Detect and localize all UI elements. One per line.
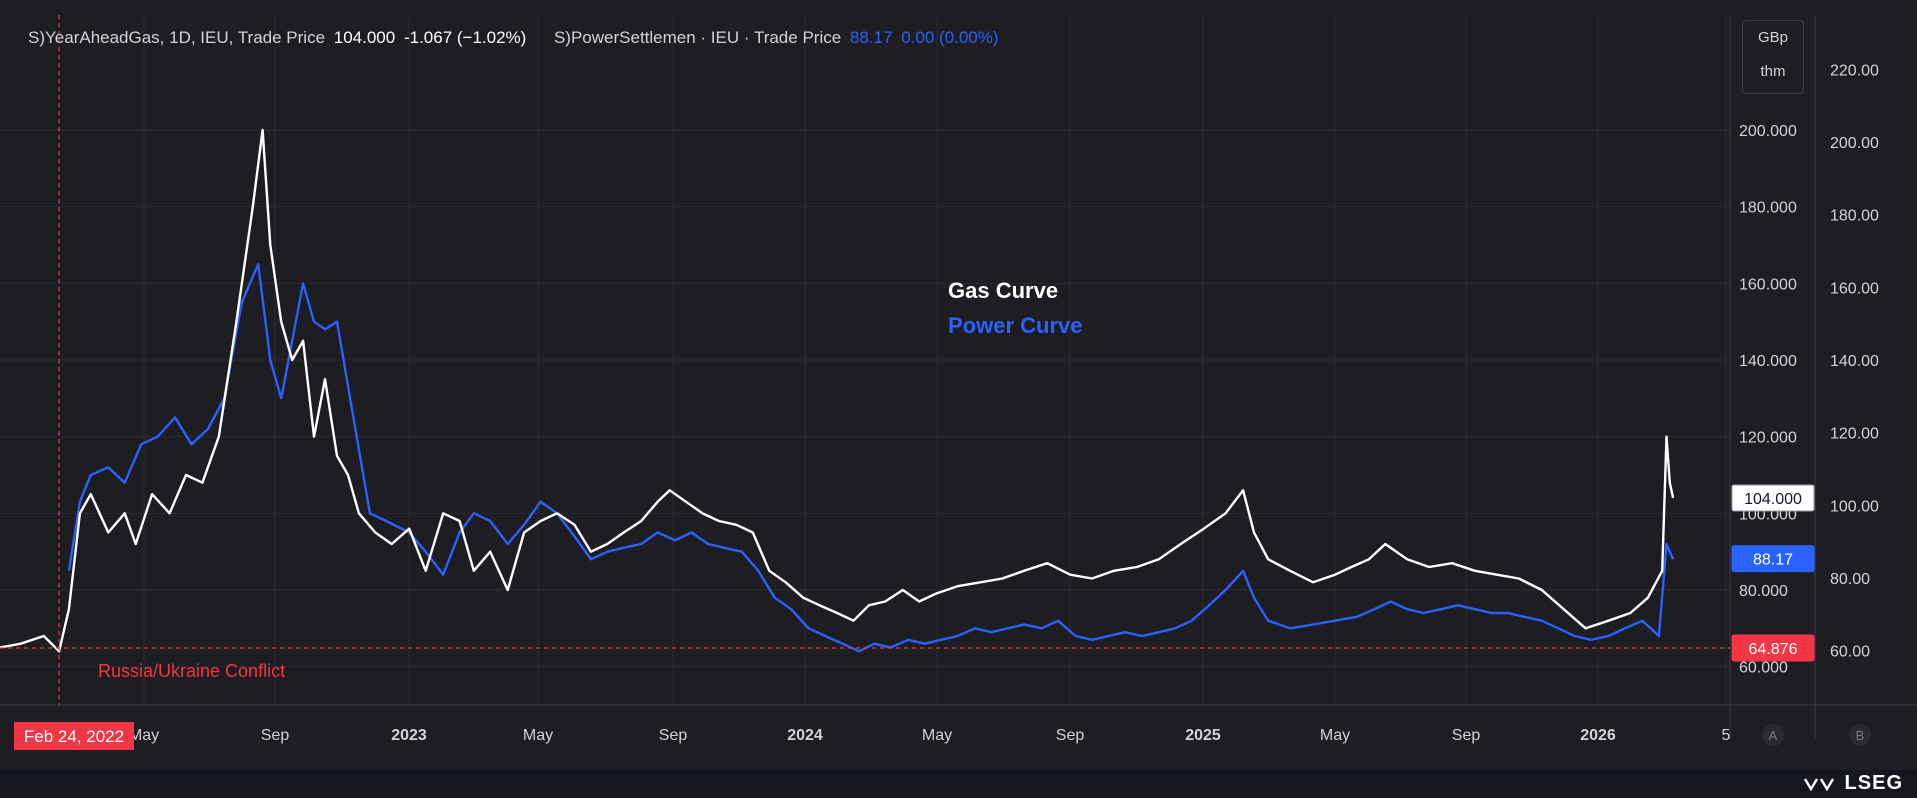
x-axis-tick-label: Sep [261,727,290,744]
x-axis-tick-label: Sep [1452,727,1481,744]
chart-legend: S)YearAheadGas, 1D, IEU, Trade Price 104… [28,28,1003,48]
power-last-value: 88.17 [849,28,893,47]
gas-series-line [0,128,1675,653]
chart-canvas[interactable]: 200.000 180.000 160.000 140.000 120.000 100.0… [0,0,1917,770]
right-axis-tick-label: 180.00 [1830,208,1879,225]
power-change: 0.00 (0.00%) [901,28,999,47]
right-axis-tick-label: 80.00 [1830,571,1870,588]
gas-last-value: 104.000 [333,28,396,47]
reference-price-label: 64.876 [1749,641,1798,658]
gas-price-label-bg [1731,484,1815,512]
left-axis-tick-label: 120.000 [1739,430,1797,447]
unit-measure: thm [1760,63,1786,80]
right-axis-tick-label: 120.00 [1830,426,1879,443]
axis-button-bg[interactable] [1762,724,1784,746]
right-axis-tick-label: 200.00 [1830,135,1879,152]
unit-selector[interactable]: GBp thm [1742,20,1804,94]
gas-series-name: S)YearAheadGas, 1D, IEU, Trade Price [28,28,326,47]
x-axis-tick-label: 2024 [787,727,823,744]
x-axis-tick-label: May [1320,727,1350,744]
right-axis-tick-label: 100.00 [1830,498,1879,515]
x-axis-tick-label: 2026 [1580,727,1616,744]
gas-price-label: 104.000 [1744,491,1802,508]
x-axis-tick-label: 2025 [1185,727,1221,744]
axis-button-bg[interactable] [1849,724,1871,746]
right-axis-tick-label: 220.00 [1830,62,1879,79]
left-axis-tick-label: 140.000 [1739,353,1797,370]
lseg-brand: LSEG [1844,772,1903,794]
left-axis-tick-label: 80.000 [1739,583,1788,600]
x-axis-tick-label: 2023 [391,727,427,744]
x-axis-tick-label: May [922,727,952,744]
power-series-line [67,263,1675,653]
right-axis-tick-label: 160.00 [1830,280,1879,297]
axis-button-b[interactable]: B [1856,728,1865,743]
lseg-logo-icon [1803,778,1835,792]
x-axis-tick-label: Sep [1056,727,1085,744]
gas-change: -1.067 (−1.02%) [403,28,527,47]
right-axis-tick-label: 60.00 [1830,644,1870,661]
x-axis-tick-label: Sep [659,727,688,744]
power-price-label: 88.17 [1753,552,1793,569]
x-axis-tick-label: 5 [1722,727,1731,744]
event-date-flag-bg [14,722,134,750]
reference-price-label-bg [1731,634,1815,662]
power-curve-label: Power Curve [948,313,1083,338]
power-series-name: S)PowerSettlemen · IEU · Trade Price [553,28,842,47]
x-axis-tick-label: May [523,727,553,744]
power-price-label-bg [1731,545,1815,573]
left-axis-tick-label: 160.000 [1739,276,1797,293]
axis-button-a[interactable]: A [1769,728,1778,743]
right-axis-tick-label: 140.00 [1830,353,1879,370]
left-axis-tick-label: 180.000 [1739,200,1797,217]
conflict-label: Russia/Ukraine Conflict [98,661,286,681]
gas-curve-label: Gas Curve [948,278,1059,303]
unit-currency: GBp [1757,29,1788,46]
event-date-flag: Feb 24, 2022 [24,727,124,746]
left-axis-tick-label: 200.000 [1739,123,1797,140]
left-axis-tick-label: 60.000 [1739,660,1788,677]
footer-bar [0,770,1917,798]
x-axis-tick-label: May [129,727,159,744]
